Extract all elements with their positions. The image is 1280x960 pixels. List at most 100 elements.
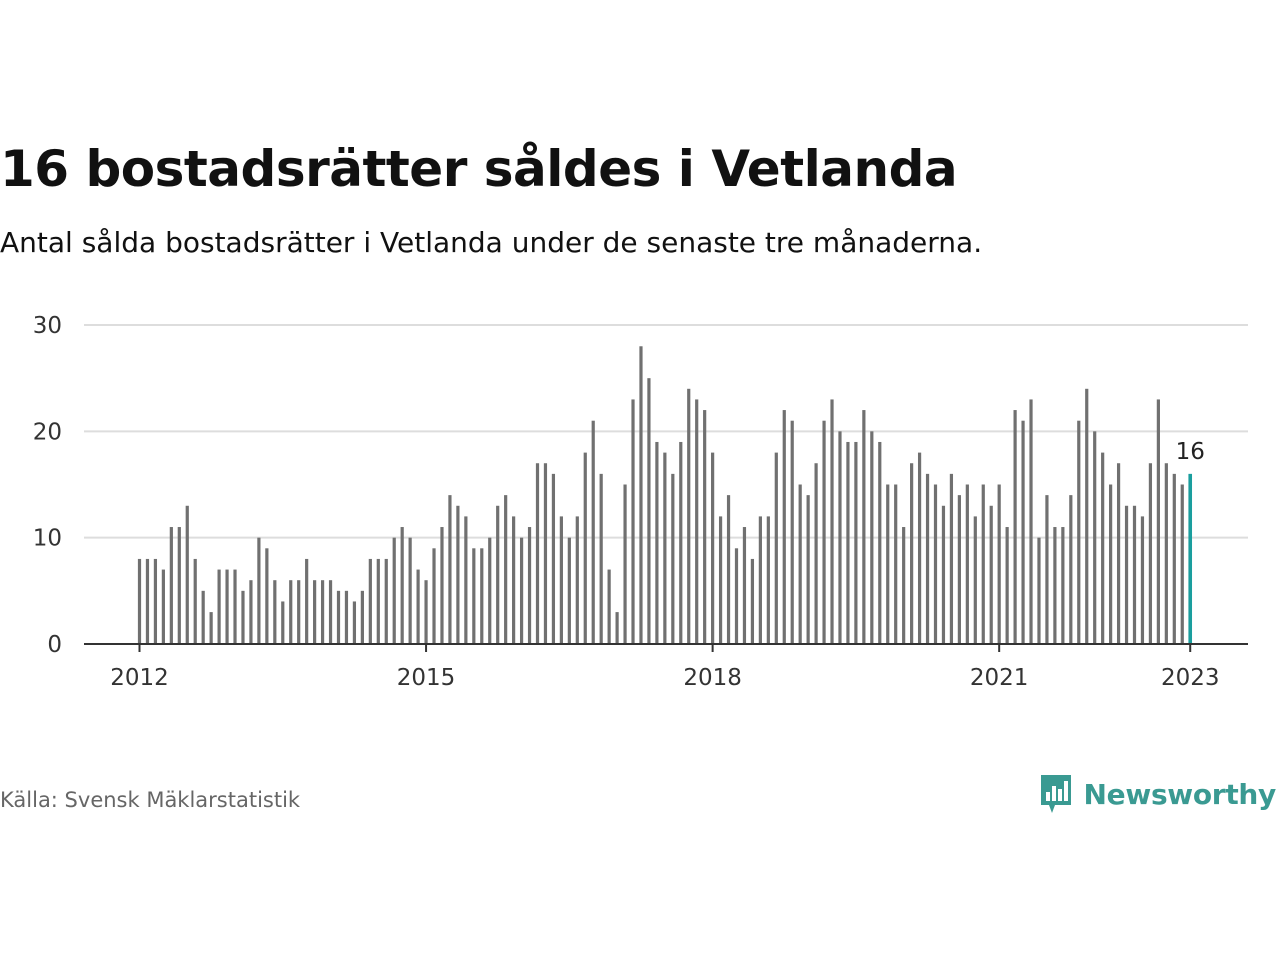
bar bbox=[281, 601, 285, 644]
bar bbox=[225, 569, 229, 644]
bar bbox=[575, 516, 579, 644]
bar bbox=[193, 558, 197, 644]
chart-title: 16 bostadsrätter såldes i Vetlanda bbox=[0, 140, 958, 198]
bar bbox=[241, 590, 245, 644]
bar bbox=[949, 473, 954, 644]
bar bbox=[169, 527, 173, 644]
bar bbox=[1021, 420, 1025, 644]
bar bbox=[1172, 473, 1176, 644]
bar bbox=[496, 505, 500, 644]
bar bbox=[647, 378, 651, 644]
bar bbox=[814, 463, 818, 644]
bar bbox=[1037, 537, 1041, 644]
bar bbox=[798, 484, 802, 644]
bar bbox=[1164, 463, 1168, 644]
bar bbox=[1093, 431, 1097, 644]
bar bbox=[862, 410, 866, 644]
bar bbox=[631, 399, 635, 644]
bar bbox=[1069, 495, 1073, 644]
bar bbox=[313, 580, 317, 644]
bar bbox=[917, 452, 922, 644]
bar bbox=[408, 537, 412, 644]
last-value-label: 16 bbox=[1176, 439, 1205, 465]
bar bbox=[488, 537, 492, 644]
bar bbox=[1180, 484, 1184, 644]
bar bbox=[392, 537, 396, 644]
bar bbox=[153, 558, 158, 644]
bar bbox=[1140, 516, 1145, 644]
bar bbox=[1101, 452, 1105, 644]
bar bbox=[551, 473, 556, 644]
bar bbox=[623, 484, 627, 644]
bar bbox=[1045, 495, 1049, 644]
bar bbox=[870, 431, 874, 644]
x-tick-label: 2012 bbox=[110, 665, 169, 691]
x-tick-label: 2023 bbox=[1161, 665, 1220, 691]
bar bbox=[591, 420, 595, 644]
bar bbox=[265, 548, 269, 644]
bar bbox=[177, 527, 181, 644]
source-note: Källa: Svensk Mäklarstatistik bbox=[0, 788, 301, 812]
bar bbox=[910, 463, 914, 644]
bar bbox=[989, 505, 993, 644]
bar bbox=[543, 463, 548, 644]
x-tick-label: 2015 bbox=[397, 665, 456, 691]
bar bbox=[655, 441, 659, 644]
bar-chart: 0 10 20 30 2012 2015 2018 2021 2023 16 bbox=[33, 313, 1248, 691]
y-tick-label: 0 bbox=[47, 632, 62, 658]
bar bbox=[145, 558, 150, 644]
bar bbox=[1029, 399, 1033, 644]
bar bbox=[424, 580, 428, 644]
bar bbox=[599, 473, 603, 644]
x-tick-label: 2021 bbox=[970, 665, 1029, 691]
bar bbox=[734, 548, 739, 644]
brand-logo[interactable]: Newsworthy bbox=[1038, 772, 1276, 816]
bar bbox=[209, 612, 213, 644]
bar bbox=[718, 516, 723, 644]
bar bbox=[161, 569, 165, 644]
bar bbox=[1116, 463, 1121, 644]
bar bbox=[456, 505, 460, 644]
newsworthy-logo-icon bbox=[1040, 775, 1071, 813]
bar bbox=[886, 484, 890, 644]
bar bbox=[981, 484, 985, 644]
bar bbox=[464, 516, 468, 644]
bar bbox=[639, 346, 643, 644]
bar bbox=[878, 441, 882, 644]
bar bbox=[472, 548, 476, 644]
bar bbox=[1077, 420, 1081, 644]
bar bbox=[352, 601, 357, 644]
bar bbox=[695, 399, 699, 644]
bar bbox=[376, 558, 380, 644]
bar bbox=[217, 569, 221, 644]
bar bbox=[249, 580, 253, 644]
bar bbox=[1061, 527, 1065, 644]
bar bbox=[583, 452, 587, 644]
bar bbox=[137, 558, 142, 644]
bar bbox=[758, 516, 762, 644]
bar bbox=[830, 399, 834, 644]
bar bbox=[997, 484, 1001, 644]
bar bbox=[201, 590, 205, 644]
bar bbox=[448, 495, 452, 644]
bar bbox=[297, 580, 301, 644]
brand-name: Newsworthy bbox=[1083, 777, 1277, 811]
x-tick-label: 2018 bbox=[683, 665, 742, 691]
bar bbox=[512, 516, 516, 644]
y-tick-label: 10 bbox=[33, 526, 62, 552]
bar bbox=[233, 569, 237, 644]
bar bbox=[416, 569, 420, 644]
bar bbox=[320, 580, 325, 644]
bar bbox=[559, 516, 563, 644]
bar bbox=[806, 495, 810, 644]
bar bbox=[504, 495, 508, 644]
bar bbox=[711, 452, 715, 644]
bar bbox=[894, 484, 898, 644]
chart-subtitle: Antal sålda bostadsrätter i Vetlanda und… bbox=[0, 226, 983, 259]
bar bbox=[344, 590, 349, 644]
bar bbox=[567, 537, 571, 644]
bar bbox=[1156, 399, 1160, 644]
bar bbox=[822, 420, 826, 644]
bar bbox=[289, 580, 293, 644]
bar bbox=[941, 505, 946, 644]
